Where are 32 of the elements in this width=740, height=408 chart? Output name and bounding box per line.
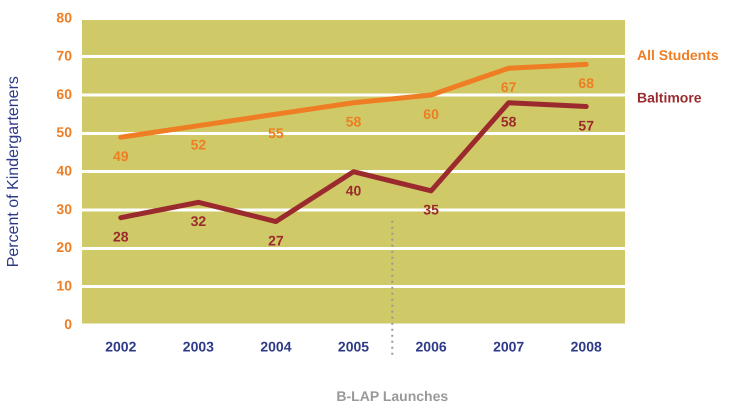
data-label: 49 [112,148,129,164]
x-tick-label: 2004 [260,338,292,354]
y-tick-label: 30 [56,200,72,217]
data-label: 58 [346,114,362,130]
data-label: 60 [423,106,440,122]
data-label: 28 [112,228,129,245]
data-label: 68 [578,75,594,92]
y-tick-label: 20 [56,239,72,256]
ref-line-label: B-LAP Launches [336,388,448,404]
y-tick-label: 0 [64,316,72,332]
x-tick-label: 2008 [570,338,602,354]
x-tick-label: 2005 [338,338,370,354]
y-tick-label: 50 [56,124,72,140]
y-tick-label: 40 [56,162,72,179]
text: Baltimore [637,89,702,106]
data-label: 58 [500,114,517,130]
y-tick-label: 70 [56,48,72,64]
data-label: 40 [346,182,362,199]
text: All Students [637,47,719,64]
y-tick-label: 60 [56,86,72,102]
data-label: 32 [190,213,206,230]
x-tick-label: 2006 [415,338,447,354]
x-tick-label: 2002 [105,338,137,354]
data-label: 27 [268,232,284,248]
x-tick-label: 2003 [182,338,214,354]
data-label: 52 [190,136,206,153]
data-label: 57 [578,117,594,134]
data-label: 67 [500,79,517,96]
y-tick-label: 80 [56,9,72,26]
x-tick-label: 2007 [493,338,524,354]
y-tick-label: 10 [56,278,72,294]
y-axis-title: Percent of Kindergarteners [5,76,22,268]
